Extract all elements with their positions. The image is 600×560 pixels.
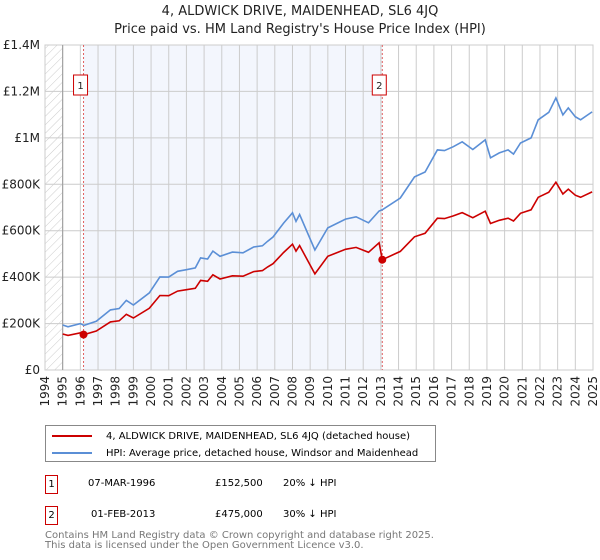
x-tick-label: 2005 [232,376,246,407]
x-tick-label: 1997 [91,376,105,407]
x-tick-label: 2010 [321,376,335,407]
transaction-marker: 1 [45,475,58,494]
y-tick-label: £200K [2,317,42,331]
x-tick-label: 2015 [409,376,423,407]
y-tick-label: £1.2M [3,84,40,98]
transaction-delta: 30% ↓ HPI [283,509,337,520]
x-tick-label: 1994 [38,376,52,407]
x-tick-label: 2016 [427,376,441,407]
x-tick-label: 2002 [179,376,193,407]
y-tick-label: £0 [25,363,40,377]
x-tick-label: 2009 [303,376,317,407]
sale-point-1 [79,330,88,339]
x-tick-label: 2017 [445,376,459,407]
x-tick-label: 2011 [339,376,353,407]
sale-point-2 [378,255,387,264]
legend-label-property: 4, ALDWICK DRIVE, MAIDENHEAD, SL6 4JQ (d… [106,430,410,442]
x-tick-label: 1998 [109,376,123,407]
x-tick-label: 2001 [162,376,176,407]
sale-marker-label: 2 [376,81,382,92]
y-tick-label: £1.4M [3,38,40,52]
series-line-property [62,180,593,337]
transaction-price: £152,500 [215,478,263,489]
x-tick-label: 1996 [73,376,87,407]
price-chart: £0 £200K £400K £600K £800K £1M £1.2M £1.4M 1994 1… [2,38,600,407]
transaction-delta: 20% ↓ HPI [283,478,337,489]
x-tick-label: 2023 [551,376,565,407]
y-tick-label: £400K [2,270,42,284]
x-tick-label: 2018 [462,376,476,407]
chart-title-address: 4, ALDWICK DRIVE, MAIDENHEAD, SL6 4JQ [161,4,439,19]
y-tick-label: £800K [2,177,42,191]
chart-title-subtitle: Price paid vs. HM Land Registry's House … [114,22,486,37]
y-tick-label: £1M [14,131,40,145]
x-tick-label: 2021 [515,376,529,407]
legend-label-hpi: HPI: Average price, detached house, Wind… [106,447,419,459]
sale-marker-label: 1 [77,81,83,92]
transaction-date: 07-MAR-1996 [88,478,156,489]
series-line-hpi [62,95,593,328]
footer: Contains HM Land Registry data © Crown c… [45,531,434,551]
y-tick-label: £600K [2,224,42,238]
x-tick-label: 2006 [250,376,264,407]
x-tick-label: 2003 [197,376,211,407]
x-tick-label: 2000 [144,376,158,407]
x-tick-label: 2019 [480,376,494,407]
transaction-marker: 2 [45,506,58,525]
legend-item-property: 4, ALDWICK DRIVE, MAIDENHEAD, SL6 4JQ (d… [46,428,410,444]
x-tick-label: 1995 [56,376,70,407]
x-tick-label: 2024 [568,376,582,407]
legend: 4, ALDWICK DRIVE, MAIDENHEAD, SL6 4JQ (d… [45,425,436,462]
legend-item-hpi: HPI: Average price, detached house, Wind… [46,445,418,461]
sale-marker-box-1 [73,74,89,96]
transaction-date: 01-FEB-2013 [91,509,156,520]
x-tick-label: 2014 [392,376,406,407]
legend-swatch-property [52,435,92,437]
x-tick-label: 2007 [268,376,282,407]
x-tick-label: 2025 [586,376,600,407]
x-tick-label: 2012 [356,376,370,407]
ownership-period-shade [83,45,383,370]
transaction-price: £475,000 [215,509,263,520]
sale-marker-box-2 [371,74,387,96]
x-tick-label: 2020 [498,376,512,407]
x-tick-label: 2013 [374,376,388,407]
x-tick-label: 2008 [285,376,299,407]
x-tick-label: 2004 [215,376,229,407]
no-data-hatch [45,45,63,370]
x-tick-label: 1999 [126,376,140,407]
legend-swatch-hpi [52,452,92,454]
footer-copyright: Contains HM Land Registry data © Crown c… [45,530,434,541]
x-tick-label: 2022 [533,376,547,407]
footer-licence: This data is licensed under the Open Gov… [45,540,364,551]
